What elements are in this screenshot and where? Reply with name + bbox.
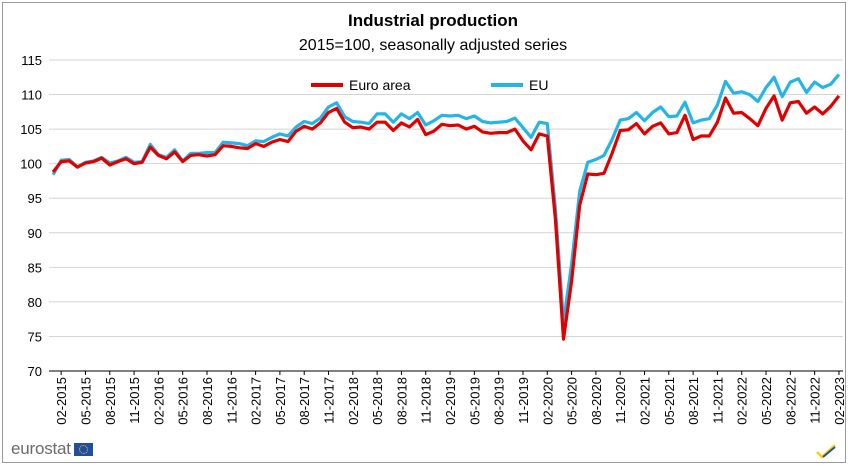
x-axis: 02-2015 05-2015 08-2015 11-2015 02-2016 05-20…: [49, 370, 847, 425]
x-tick-label: 11-2017: [322, 377, 337, 424]
line-chart: Industrial production 2015=100, seasonal…: [20, 11, 847, 425]
x-tick-label: 08-2015: [103, 377, 118, 425]
check-mark-icon: [816, 444, 836, 459]
x-tick-label: 08-2019: [492, 377, 507, 425]
grid-lines: [49, 59, 843, 337]
x-tick-label: 05-2019: [467, 377, 482, 425]
x-tick-label: 02-2020: [540, 377, 555, 425]
x-tick-label: 08-2016: [200, 377, 215, 425]
x-tick-label: 05-2020: [565, 377, 580, 425]
x-tick-label: 05-2022: [759, 377, 774, 425]
x-tick-label: 02-2022: [735, 377, 750, 425]
x-tick-label: 05-2018: [370, 377, 385, 425]
x-tick-label: 05-2021: [662, 377, 677, 425]
x-tick-label: 08-2022: [783, 377, 798, 425]
series-lines: [51, 73, 841, 341]
legend-label-euro-area: Euro area: [349, 77, 411, 93]
eu-flag-icon: [73, 442, 93, 456]
y-tick-label: 95: [28, 191, 42, 206]
logo-text: eurostat: [11, 439, 71, 458]
y-tick-label: 100: [20, 157, 42, 172]
y-tick-label: 85: [28, 260, 42, 275]
x-tick-label: 05-2017: [273, 377, 288, 425]
x-tick-label: 02-2016: [151, 377, 166, 425]
x-tick-label: 11-2015: [127, 377, 142, 424]
legend: Euro area EU: [311, 77, 548, 93]
y-tick-label: 105: [20, 122, 42, 137]
x-tick-label: 11-2018: [419, 377, 434, 424]
x-tick-label: 05-2015: [78, 377, 93, 425]
x-tick-label: 11-2019: [516, 377, 531, 424]
y-tick-label: 115: [21, 53, 42, 68]
y-tick-label: 75: [28, 329, 42, 344]
x-tick-label: 05-2016: [176, 377, 191, 425]
chart-subtitle: 2015=100, seasonally adjusted series: [299, 37, 567, 54]
x-tick-label: 08-2020: [589, 377, 604, 425]
x-tick-label: 11-2021: [710, 377, 725, 424]
x-tick-label: 08-2017: [297, 377, 312, 425]
eurostat-logo: eurostat: [11, 439, 93, 459]
x-tick-label: 11-2022: [808, 377, 823, 424]
y-tick-label: 80: [28, 295, 42, 310]
series-line-euro-area: [51, 94, 841, 341]
x-tick-label: 11-2020: [613, 377, 628, 424]
x-tick-label: 02-2019: [443, 377, 458, 425]
x-tick-label: 08-2021: [686, 377, 701, 425]
y-tick-label: 70: [28, 364, 42, 379]
x-tick-label: 02-2021: [638, 377, 653, 425]
y-tick-label: 110: [21, 88, 42, 103]
y-tick-label: 90: [28, 226, 42, 241]
x-tick-label: 02-2017: [249, 377, 264, 425]
chart-title: Industrial production: [348, 11, 518, 30]
x-tick-label: 08-2018: [394, 377, 409, 425]
x-tick-label: 02-2018: [346, 377, 361, 425]
x-tick-label: 11-2016: [224, 377, 239, 424]
x-tick-label: 02-2015: [54, 377, 69, 425]
y-axis: 70 75 80 85 90 95 100 105 110 115: [20, 53, 42, 379]
x-tick-label: 02-2023: [832, 377, 847, 425]
legend-label-eu: EU: [529, 77, 548, 93]
